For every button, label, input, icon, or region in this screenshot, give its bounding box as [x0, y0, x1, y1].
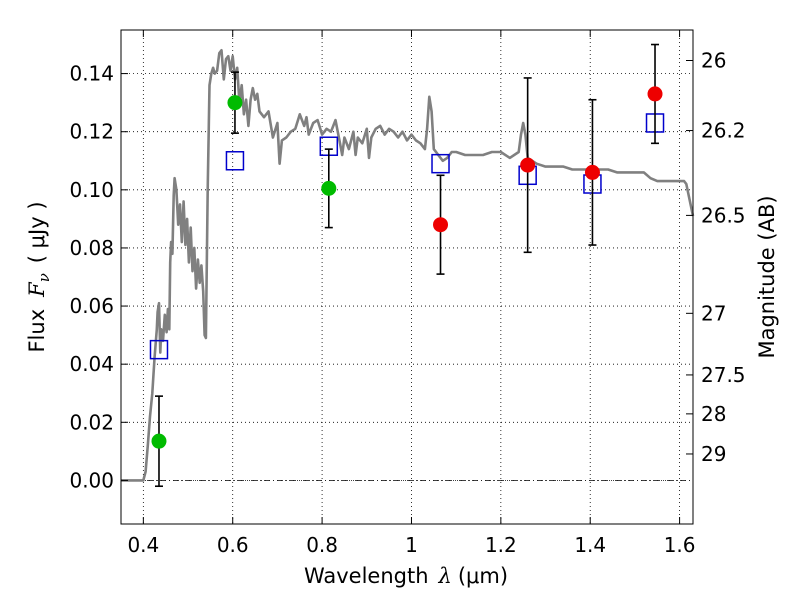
y-axis-title: Flux Fν ( μJy ) — [25, 201, 53, 352]
x-tick-label: 1.6 — [664, 533, 696, 557]
y2-tick-label: 26 — [701, 49, 726, 73]
observed-flux-point — [647, 86, 663, 102]
y-axis-symbol: F — [25, 281, 49, 298]
y-tick-label: 0.00 — [69, 468, 114, 492]
plot-frame — [120, 29, 694, 525]
model-flux-square — [431, 153, 450, 174]
x-axis-symbol: λ — [438, 564, 452, 588]
y2-tick-label: 26.2 — [701, 119, 746, 143]
y-tick-label: 0.04 — [69, 352, 114, 376]
y-tick-label: 0.14 — [69, 62, 114, 86]
x-tick-label: 0.6 — [217, 533, 249, 557]
observed-flux-point — [584, 164, 600, 180]
ticks — [121, 30, 693, 524]
observed-flux-point — [151, 433, 167, 449]
y2-tick-label: 27.5 — [701, 363, 746, 387]
x-axis-title: Wavelength λ (μm) — [304, 564, 508, 588]
model-flux-square — [149, 339, 169, 360]
x-axis-title-text: Wavelength — [304, 564, 429, 588]
grid — [121, 30, 693, 524]
x-tick-label: 1.4 — [574, 533, 606, 557]
y-tick-label: 0.02 — [69, 410, 114, 434]
tick-labels: 0.4 0.6 0.8 1 1.2 1.4 1.6 0.00 0.02 0.04 0.06 0.08 0… — [69, 49, 745, 557]
y2-tick-label: 29 — [701, 442, 726, 466]
sed-model-line — [121, 49, 695, 482]
x-tick-label: 0.4 — [127, 533, 159, 557]
model-flux-square — [225, 151, 245, 171]
y2-tick-label: 26.5 — [701, 203, 746, 227]
y-axis-subscript: ν — [35, 273, 53, 282]
y-tick-label: 0.10 — [69, 178, 114, 202]
x-tick-label: 1 — [405, 533, 418, 557]
y2-tick-label: 27 — [701, 301, 726, 325]
y-axis-title-text: Flux — [25, 309, 49, 353]
observed-flux-point — [227, 95, 243, 111]
marker-layer — [149, 43, 665, 488]
y2-tick-label: 28 — [701, 402, 726, 426]
x-tick-label: 1.2 — [485, 533, 517, 557]
y-tick-label: 0.06 — [69, 294, 114, 318]
y-tick-label: 0.08 — [69, 236, 114, 260]
sed-line-layer — [121, 49, 695, 482]
observed-flux-point — [321, 180, 337, 196]
x-axis-unit: (μm) — [458, 564, 508, 588]
y-tick-label: 0.12 — [69, 120, 114, 144]
x-tick-label: 0.8 — [306, 533, 338, 557]
observed-flux-point — [520, 157, 536, 173]
observed-flux-point — [433, 217, 449, 233]
y2-axis-title: Magnitude (AB) — [755, 195, 779, 358]
y-axis-unit: ( μJy ) — [25, 201, 49, 263]
